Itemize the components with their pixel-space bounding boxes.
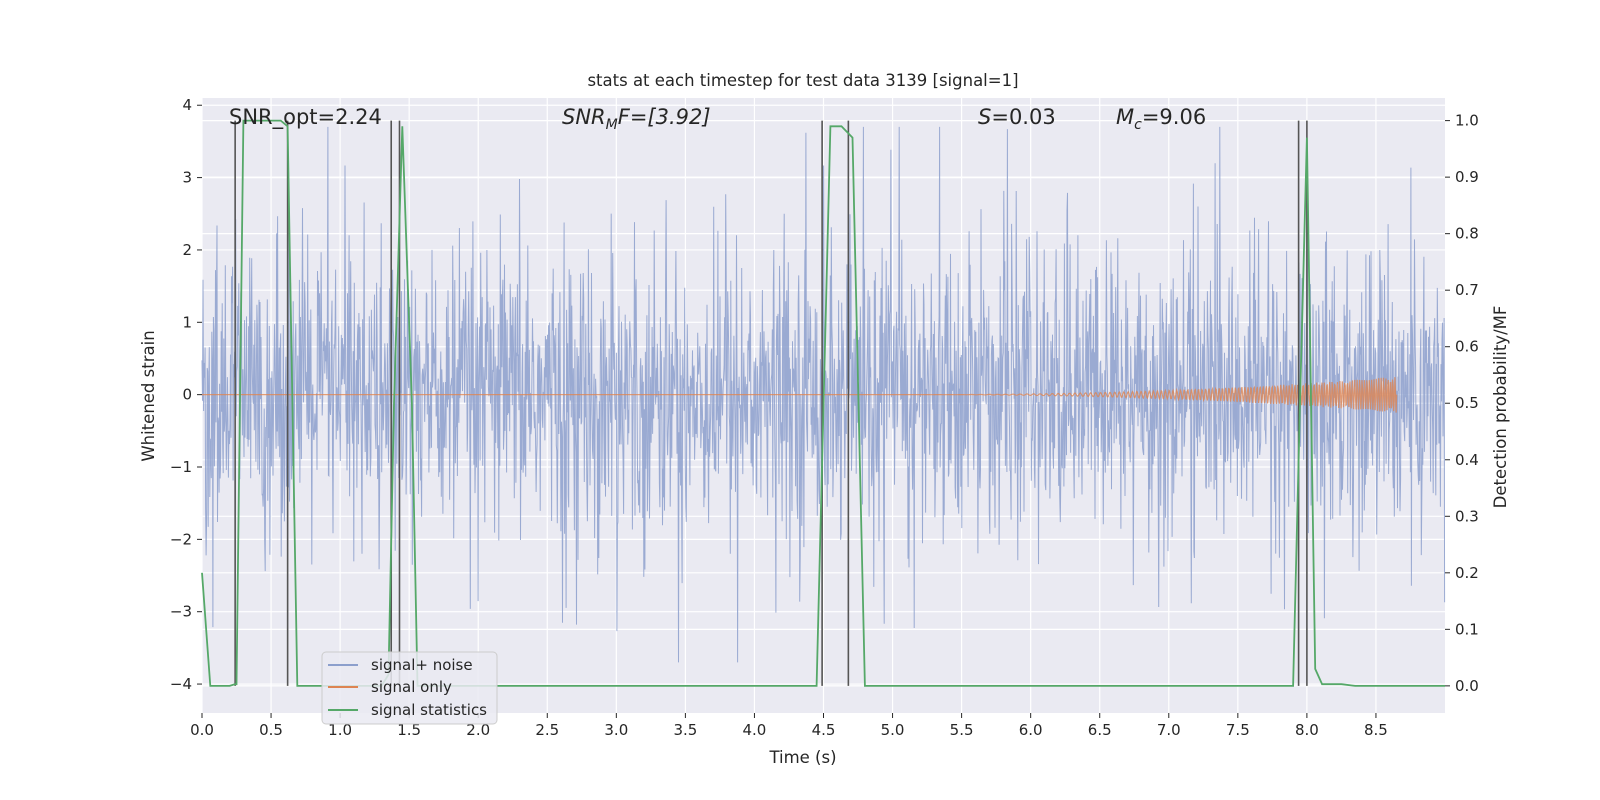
x-tick-label-17: 8.5 [1364, 721, 1388, 739]
annotation-s-rest: =0.03 [991, 105, 1055, 129]
annotation-mc-main: M [1116, 105, 1134, 129]
annotation-s-italic: S [978, 105, 991, 129]
yr-tick-label-4: 0.4 [1455, 451, 1479, 469]
x-axis-label: Time (s) [768, 748, 836, 767]
x-tick-label-9: 4.5 [812, 721, 836, 739]
yl-tick-label-3: −1 [170, 458, 192, 476]
yr-tick-label-8: 0.8 [1455, 225, 1479, 243]
stats-series-group [201, 119, 1445, 687]
noise-series-group [201, 126, 1446, 663]
yl-tick-label-7: 3 [182, 169, 192, 187]
signal-only-series-group [202, 377, 1398, 413]
annotation-snr-mf-rest: F=[3.92] [618, 105, 711, 129]
yl-tick-label-5: 1 [182, 313, 192, 331]
x-tick-label-3: 1.5 [397, 721, 421, 739]
yl-tick-label-6: 2 [182, 241, 192, 259]
annotation-snr-mf-main: SNR [562, 105, 606, 129]
yr-tick-label-5: 0.5 [1455, 394, 1479, 412]
x-tick-label-0: 0.0 [190, 721, 214, 739]
yl-tick-label-4: 0 [182, 386, 192, 404]
series-signal-noise [201, 126, 1446, 663]
yr-tick-label-6: 0.6 [1455, 338, 1479, 356]
x-tick-label-7: 3.5 [673, 721, 697, 739]
yr-tick-label-9: 0.9 [1455, 168, 1479, 186]
yr-tick-label-10: 1.0 [1455, 112, 1479, 130]
x-tick-label-13: 6.5 [1088, 721, 1112, 739]
x-tick-label-4: 2.0 [466, 721, 490, 739]
annotation-mc-sub: c [1134, 117, 1142, 133]
yr-tick-label-2: 0.2 [1455, 564, 1479, 582]
annotation-snr-opt: SNR_opt=2.24 [229, 105, 382, 130]
tick-labels-group: 0.0 0.5 1.0 1.5 2.0 2.5 3.0 3.5 4.0 4.5 5.0 5.5 6.0 6… [170, 96, 1479, 739]
annotation-mc-rest: =9.06 [1142, 105, 1206, 129]
x-tick-label-10: 5.0 [881, 721, 905, 739]
annotation-mc: Mc=9.06 [1116, 105, 1206, 133]
yl-tick-label-8: 4 [182, 96, 192, 114]
legend-label-signal-only: signal only [371, 678, 452, 696]
yl-tick-label-1: −3 [170, 603, 192, 621]
chart-title: stats at each timestep for test data 313… [587, 71, 1018, 90]
annotation-snr-mf-sub: M [606, 117, 618, 133]
x-tick-label-2: 1.0 [328, 721, 352, 739]
legend: signal+ noise signal only signal statist… [321, 651, 498, 725]
x-tick-label-6: 3.0 [604, 721, 628, 739]
x-tick-label-8: 4.0 [743, 721, 767, 739]
yl-tick-label-0: −4 [170, 675, 192, 693]
yr-tick-label-3: 0.3 [1455, 507, 1479, 525]
annotation-s: S=0.03 [978, 105, 1056, 129]
yl-tick-label-2: −2 [170, 530, 192, 548]
vertical-markers-group [234, 120, 1308, 686]
y-axis-left-label: Whitened strain [139, 330, 158, 461]
yr-tick-label-0: 0.0 [1455, 677, 1479, 695]
x-tick-label-15: 7.5 [1226, 721, 1250, 739]
x-tick-label-11: 5.5 [950, 721, 974, 739]
y-axis-right-label: Detection probability/MF [1491, 306, 1510, 509]
annotation-snr-mf: SNRMF=[3.92] [562, 105, 711, 133]
yr-tick-label-7: 0.7 [1455, 281, 1479, 299]
legend-label-signal-statistics: signal statistics [371, 701, 487, 719]
x-tick-label-16: 8.0 [1295, 721, 1319, 739]
legend-label-noise: signal+ noise [371, 656, 473, 674]
yr-tick-label-1: 0.1 [1455, 620, 1479, 638]
legend-box [321, 651, 498, 725]
series-signal-statistics [201, 119, 1445, 687]
x-tick-label-12: 6.0 [1019, 721, 1043, 739]
x-tick-label-5: 2.5 [535, 721, 559, 739]
series-signal-only [202, 377, 1398, 413]
x-tick-label-1: 0.5 [259, 721, 283, 739]
x-tick-label-14: 7.0 [1157, 721, 1181, 739]
